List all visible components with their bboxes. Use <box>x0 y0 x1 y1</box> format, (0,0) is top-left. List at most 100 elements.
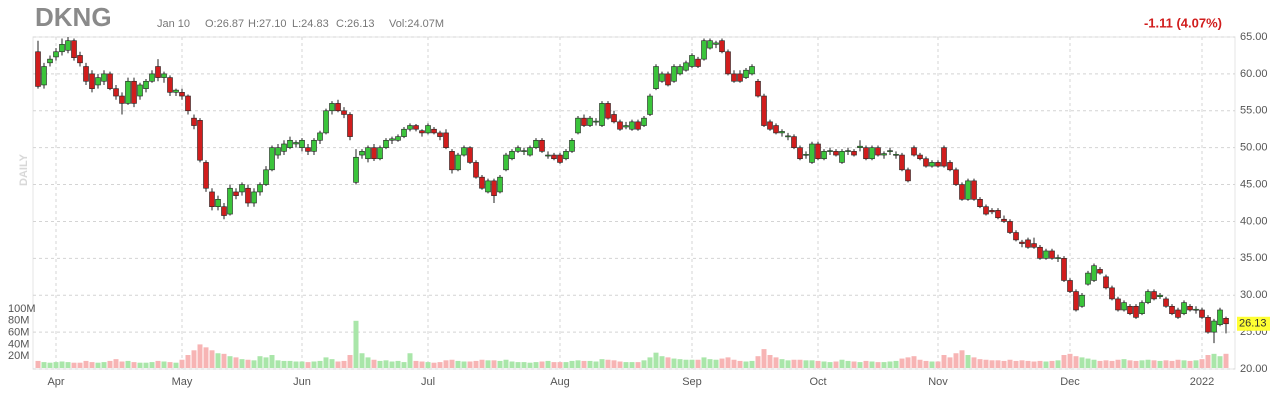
volume-bar <box>941 355 947 368</box>
volume-bar <box>461 361 467 368</box>
candle-body <box>809 143 815 163</box>
candle-body <box>203 162 209 189</box>
volume-bar <box>233 357 239 368</box>
volume-bar <box>593 361 599 368</box>
volume-bar <box>455 360 461 368</box>
volume-bar <box>197 344 203 368</box>
volume-bar <box>905 357 911 368</box>
candle-body <box>449 151 455 171</box>
candle-body <box>971 180 977 200</box>
x-tick-label: Sep <box>682 376 702 388</box>
candle-body <box>413 125 419 130</box>
candle-body <box>389 138 395 141</box>
volume-bar <box>41 362 47 368</box>
volume-bar <box>761 349 767 368</box>
volume-bar <box>641 360 647 368</box>
volume-bar <box>683 359 689 368</box>
x-tick-label: Apr <box>47 376 64 388</box>
candle-body <box>1193 308 1199 311</box>
volume-bar <box>341 360 347 368</box>
volume-bar <box>863 360 869 368</box>
volume-bar <box>1079 357 1085 368</box>
volume-bar <box>257 356 263 368</box>
volume-bar <box>185 355 191 368</box>
volume-bar <box>1001 360 1007 368</box>
volume-bar <box>755 356 761 368</box>
candle-body <box>1001 218 1007 222</box>
candle-body <box>989 210 995 213</box>
volume-bar <box>353 320 359 368</box>
volume-bar <box>1133 360 1139 368</box>
candle-body <box>575 117 581 134</box>
volume-bar <box>1211 353 1217 368</box>
volume-bar <box>917 359 923 368</box>
symbol: DKNG <box>35 2 112 32</box>
volume-bar <box>59 361 65 368</box>
volume-bar <box>1025 360 1031 368</box>
candle-body <box>701 40 707 60</box>
volume-bar <box>131 362 137 368</box>
candle-body <box>497 176 503 193</box>
volume-bar <box>539 361 545 368</box>
volume-bar <box>113 359 119 368</box>
candle-body <box>131 80 137 104</box>
candle-body <box>863 147 869 160</box>
volume-bar <box>725 357 731 368</box>
candle-body <box>1043 250 1049 259</box>
volume-bar <box>143 362 149 368</box>
candle-body <box>359 151 365 156</box>
candle-body <box>1019 241 1025 244</box>
volume-bar <box>221 353 227 368</box>
volume-bar <box>557 362 563 368</box>
candle-body <box>245 187 251 204</box>
axis-label: DAILY <box>18 153 30 186</box>
volume-bar <box>653 352 659 368</box>
candle-body <box>881 153 887 156</box>
volume-bar <box>443 360 449 368</box>
volume-bar <box>215 353 221 368</box>
candle-body <box>671 66 677 82</box>
volume-bar <box>1031 361 1037 368</box>
candle-body <box>365 147 371 160</box>
volume-bar <box>155 360 161 368</box>
volume-bar <box>47 362 53 368</box>
candle-body <box>791 136 797 148</box>
candle-body <box>833 151 839 156</box>
volume-bar <box>239 359 245 368</box>
volume-bar <box>317 360 323 368</box>
candle-body <box>767 121 773 130</box>
candle-body <box>1217 309 1223 326</box>
candle-body <box>395 136 401 141</box>
candle-body <box>155 66 161 78</box>
candle-body <box>287 139 293 148</box>
candle-body <box>617 121 623 130</box>
volume-bar <box>77 362 83 368</box>
candle-body <box>311 139 317 152</box>
volume-bar <box>359 353 365 368</box>
candle-body <box>353 156 359 183</box>
volume-bar <box>263 357 269 368</box>
candle-body <box>917 154 923 160</box>
candle-body <box>227 187 233 215</box>
candle-body <box>1097 269 1103 274</box>
volume-bar <box>911 356 917 368</box>
candle-body <box>983 206 989 215</box>
candle-body <box>935 162 941 167</box>
candle-body <box>323 110 329 134</box>
candle-body <box>827 150 833 152</box>
close: C:26.13 <box>336 18 375 30</box>
volume-bar <box>515 362 521 368</box>
volume-bar <box>893 360 899 368</box>
volume-bar <box>365 357 371 368</box>
candle-body <box>959 184 965 200</box>
volume-bar <box>1013 360 1019 368</box>
volume-bar <box>821 361 827 368</box>
volume-bar <box>149 362 155 368</box>
volume-bar <box>1097 360 1103 368</box>
candle-body <box>593 120 599 123</box>
candle-body <box>737 73 743 82</box>
volume-bar <box>1055 360 1061 368</box>
volume-bar <box>569 360 575 368</box>
volume-bar <box>275 360 281 368</box>
candle-body <box>587 117 593 126</box>
